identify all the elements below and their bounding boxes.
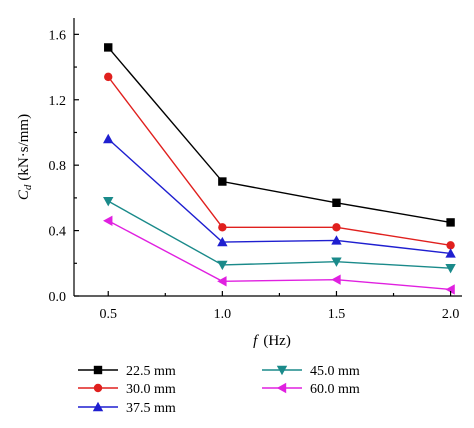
legend-marker [92, 401, 104, 412]
data-point-s5-1 [103, 215, 113, 226]
legend-label: 45.0 mm [310, 364, 360, 379]
data-point-s1-3 [332, 198, 341, 207]
y-tick-label: 0.4 [49, 225, 67, 240]
data-point-s4-3 [331, 257, 342, 267]
plot-area [103, 43, 456, 295]
legend-marker [93, 365, 103, 375]
legend-label: 22.5 mm [126, 364, 176, 379]
legend-label: 60.0 mm [310, 382, 360, 397]
data-point-s5-3 [331, 274, 341, 285]
y-axis-label: Cd(kN·s/mm) [16, 114, 34, 200]
series-line-1 [107, 46, 451, 224]
data-point-s2-1 [104, 72, 113, 82]
legend-label: 30.0 mm [126, 382, 176, 397]
data-point-s2-3 [332, 223, 341, 232]
data-point-s5-2 [217, 276, 227, 287]
data-point-s2-2 [218, 223, 227, 232]
data-point-s3-2 [217, 236, 228, 247]
x-tick-label: 0.5 [99, 307, 117, 322]
x-tick-label: 1.0 [214, 307, 232, 322]
axes: 0.0 0.4 0.8 1.2 1.6 0.5 1.0 1.5 2.0 [49, 18, 462, 322]
data-point-s2-4 [446, 241, 455, 250]
series-line-2 [107, 76, 451, 246]
y-tick-label: 0.0 [49, 290, 67, 305]
data-point-s4-1 [103, 196, 114, 207]
data-point-s3-1 [103, 133, 114, 144]
data-point-s4-2 [217, 260, 228, 271]
legend-marker [276, 365, 288, 376]
legend: 22.5 mm 30.0 mm 37.5 mm 45.0 mm 60.0 mm [78, 364, 360, 416]
data-point-s1-4 [446, 218, 455, 227]
y-tick-label: 1.2 [49, 94, 67, 109]
data-point-s5-4 [445, 284, 455, 295]
legend-label: 37.5 mm [126, 401, 176, 416]
x-axis-label: f (Hz) [253, 333, 291, 349]
legend-marker [276, 382, 287, 394]
series-line-5 [107, 220, 451, 291]
series-line-4 [107, 200, 451, 269]
x-tick-label: 1.5 [328, 307, 346, 322]
data-point-s4-4 [445, 264, 456, 274]
legend-marker [93, 383, 103, 393]
data-point-s1-1 [104, 43, 113, 52]
y-tick-label: 1.6 [49, 28, 67, 43]
data-point-s3-3 [331, 235, 342, 245]
series-line-3 [107, 138, 451, 255]
data-point-s3-4 [445, 248, 456, 258]
y-tick-label: 0.8 [49, 159, 67, 174]
x-tick-label: 2.0 [442, 307, 460, 322]
data-point-s1-2 [218, 177, 227, 186]
